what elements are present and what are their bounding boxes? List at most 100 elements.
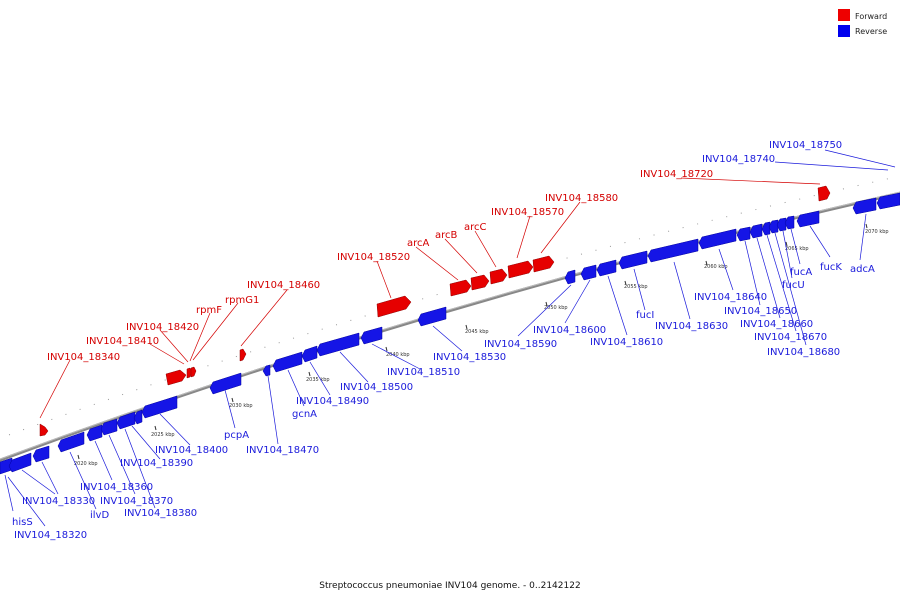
gene-label-inv104-18410: INV104_18410	[86, 336, 159, 347]
leader-line	[189, 312, 211, 362]
gene-arrow	[39, 423, 49, 437]
tick-label: 2055 kbp	[624, 284, 648, 290]
gene-arrow	[768, 219, 779, 234]
leader-line	[131, 425, 161, 460]
gene-label-inv104-18580: INV104_18580	[545, 193, 618, 204]
gene-arrow	[133, 409, 143, 425]
tick-mark	[385, 346, 388, 352]
leader-line	[766, 234, 797, 332]
gene-label-pcpa: pcpA	[224, 430, 249, 441]
leader-line	[108, 434, 136, 495]
leader-line	[474, 230, 497, 268]
gene-label-inv104-18630: INV104_18630	[655, 321, 728, 332]
leader-line	[633, 268, 646, 311]
tick-mark	[465, 324, 468, 330]
tick-mark	[705, 260, 708, 266]
leader-line	[159, 329, 189, 363]
gene-arrow	[116, 411, 136, 430]
gene-arrow	[262, 364, 271, 377]
leader-line	[824, 149, 896, 168]
leader-line	[673, 261, 691, 320]
leader-line	[432, 325, 463, 352]
leader-line	[774, 161, 889, 171]
leader-line	[540, 201, 581, 254]
leader-line	[774, 232, 807, 346]
legend-forward-label: Forward	[855, 12, 887, 21]
gene-arrow	[852, 197, 877, 215]
tick-label: 2020 kbp	[74, 461, 98, 467]
gene-label-ilvd: ilvD	[90, 510, 109, 521]
gene-arrow	[449, 279, 472, 297]
gene-label-inv104-18420: INV104_18420	[126, 322, 199, 333]
gene-arrow	[749, 223, 763, 239]
gene-label-inv104-18470: INV104_18470	[246, 445, 319, 456]
gene-label-inv104-18380: INV104_18380	[124, 508, 197, 519]
gene-label-inv104-18390: INV104_18390	[120, 458, 193, 469]
gene-label-inv104-18370: INV104_18370	[100, 496, 173, 507]
gene-arrow	[272, 351, 303, 373]
gene-arrow	[817, 185, 831, 202]
gene-label-inv104-18650: INV104_18650	[724, 306, 797, 317]
forward-genes	[39, 185, 831, 437]
leader-line	[415, 246, 459, 281]
tick-label: 2035 kbp	[306, 377, 330, 383]
leader-line	[124, 428, 156, 509]
gene-label-inv104-18330: INV104_18330	[22, 496, 95, 507]
gene-arrow	[316, 332, 360, 357]
tick-label: 2045 kbp	[465, 329, 489, 335]
gene-label-inv104-18510: INV104_18510	[387, 367, 460, 378]
leader-line	[149, 343, 185, 365]
tick-mark	[231, 397, 234, 403]
gene-arrow	[190, 366, 197, 378]
tick-label: 2025 kbp	[151, 432, 175, 438]
legend: Forward Reverse	[838, 9, 887, 37]
tick-group: 2020 kbp 2025 kbp 2030 kbp 2035 kbp 2040…	[74, 223, 889, 467]
gene-arrow	[32, 445, 50, 463]
leader-line	[224, 389, 236, 429]
gene-arrow	[376, 295, 412, 318]
figure-caption: Streptococcus pneumoniae INV104 genome. …	[319, 581, 580, 591]
tick-mark	[865, 223, 868, 229]
gene-arrow	[647, 238, 699, 263]
legend-reverse-swatch	[838, 25, 850, 37]
leader-line	[7, 476, 46, 527]
tick-label: 2050 kbp	[544, 305, 568, 311]
gene-label-inv104-18500: INV104_18500	[340, 382, 413, 393]
tick-mark	[154, 425, 157, 431]
leader-line	[267, 375, 279, 445]
leader-line	[21, 469, 56, 495]
gene-arrow	[489, 268, 508, 285]
leader-line	[718, 248, 734, 291]
tick-mark	[77, 454, 80, 460]
gene-label-inv104-18400: INV104_18400	[155, 445, 228, 456]
legend-reverse-label: Reverse	[855, 27, 887, 36]
gene-label-adca: adcA	[850, 264, 875, 275]
tick-label: 2065 kbp	[785, 246, 809, 252]
gene-label-fuca: fucA	[790, 267, 812, 278]
leader-line	[41, 461, 59, 495]
gene-label-arcb: arcB	[435, 230, 458, 241]
reverse-labels: hisS INV104_18320 INV104_18330 ilvD INV1…	[12, 262, 875, 541]
gene-label-inv104-18530: INV104_18530	[433, 352, 506, 363]
gene-label-arcc: arcC	[464, 222, 487, 233]
tick-label: 2060 kbp	[704, 264, 728, 270]
leader-line	[39, 359, 71, 419]
gene-arrow	[784, 215, 795, 230]
leader-line	[782, 230, 793, 279]
gene-arrow	[470, 274, 490, 291]
gene-arrow	[761, 221, 771, 236]
leader-line	[607, 275, 628, 336]
gene-arrow	[876, 192, 900, 210]
gene-arrow	[417, 306, 447, 327]
leader-line	[564, 279, 591, 324]
reverse-genes	[0, 192, 900, 475]
gene-label-inv104-18680: INV104_18680	[767, 347, 840, 358]
gene-arrow	[580, 264, 597, 281]
tick-mark	[624, 280, 627, 286]
gene-label-inv104-18740: INV104_18740	[702, 154, 775, 165]
tick-mark	[785, 241, 788, 247]
leader-line	[339, 351, 369, 383]
gene-arrow	[564, 269, 576, 285]
